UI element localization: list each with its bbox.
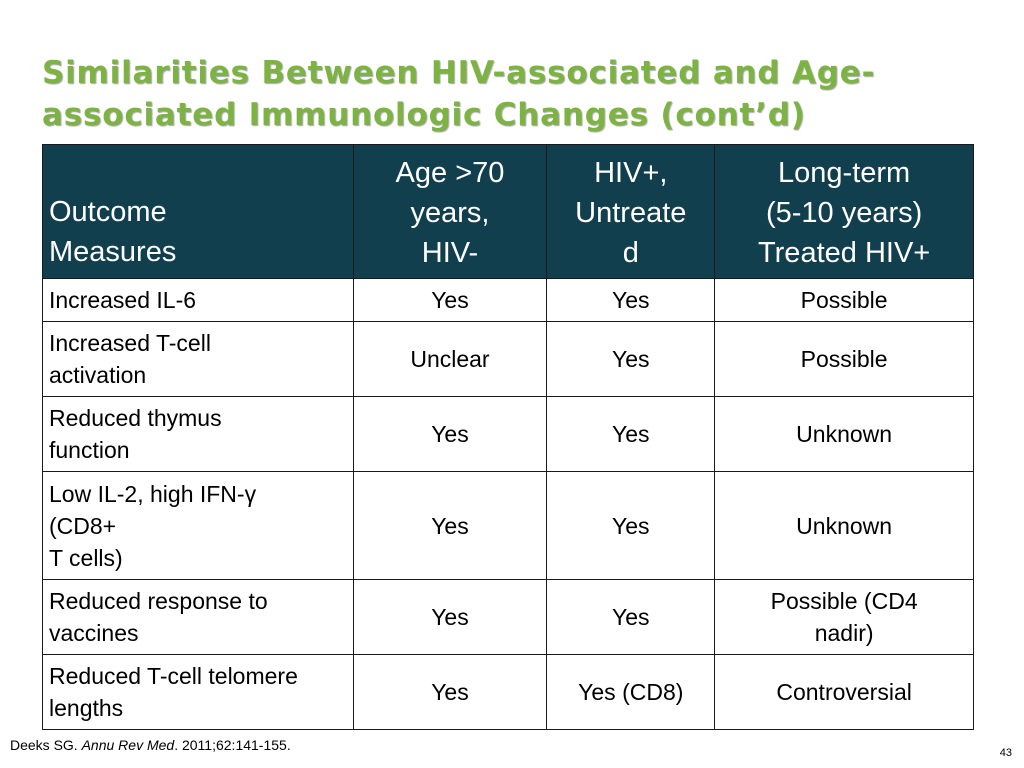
header-text-line: (5-10 years)	[765, 197, 923, 229]
header-text-line: d	[622, 237, 639, 269]
hiv-untreated-cell: Yes	[546, 321, 716, 397]
age70-cell: Yes	[352, 278, 548, 322]
citation: Deeks SG. Annu Rev Med. 2011;62:141-155.	[10, 737, 291, 753]
measure-text-line: Reduced T-cell telomere	[49, 663, 298, 689]
header-text-line: Untreate	[575, 197, 687, 229]
measure-text-line: Reduced thymus	[49, 405, 222, 431]
table-header-row: Outcome Measures Age >70 years, HIV- HIV…	[42, 144, 974, 279]
age70-cell: Yes	[352, 396, 548, 472]
long-term-text-line: Controversial	[776, 679, 912, 705]
measure-cell: Increased T-cell activation	[42, 321, 354, 397]
measure-text-line: Reduced response to	[49, 588, 268, 614]
table-row: Reduced response to vaccines Yes Yes Pos…	[42, 579, 974, 655]
header-text-line: Outcome	[49, 196, 167, 228]
measure-text-line: Increased T-cell	[49, 330, 211, 356]
long-term-text-line: Unknown	[796, 421, 893, 447]
table-body: Increased IL-6 Yes Yes Possible Increase…	[42, 278, 974, 730]
age70-cell: Yes	[352, 471, 548, 580]
hiv-untreated-cell: Yes (CD8)	[546, 654, 716, 730]
header-long-term-treated: Long-term (5-10 years) Treated HIV+	[714, 144, 974, 279]
long-term-text-line: Unknown	[796, 512, 893, 539]
header-age-over-70: Age >70 years, HIV-	[352, 144, 548, 279]
long-term-cell: Possible	[714, 278, 974, 322]
table-row: Increased IL-6 Yes Yes Possible	[42, 278, 974, 322]
table-row: Increased T-cell activation Unclear Yes …	[42, 321, 974, 397]
measure-text-line: Low IL-2, high IFN-γ	[49, 480, 257, 507]
age70-cell: Unclear	[352, 321, 548, 397]
measure-cell: Reduced thymus function	[42, 396, 354, 472]
header-text-line: years,	[410, 197, 490, 229]
table-header: Outcome Measures Age >70 years, HIV- HIV…	[42, 144, 974, 279]
slide-title: Similarities Between HIV-associated and …	[42, 52, 1002, 136]
long-term-cell: Unknown	[714, 471, 974, 580]
header-text-line: Measures	[49, 236, 177, 268]
long-term-cell: Possible (CD4 nadir)	[714, 579, 974, 655]
measure-text-line: (CD8+	[49, 512, 117, 539]
age70-cell: Yes	[352, 579, 548, 655]
measure-text-line: vaccines	[49, 620, 139, 646]
measure-text-line: lengths	[49, 695, 124, 721]
measure-cell: Low IL-2, high IFN-γ (CD8+ T cells)	[42, 471, 354, 580]
measure-cell: Reduced T-cell telomere lengths	[42, 654, 354, 730]
long-term-text-line: Possible (CD4	[770, 588, 918, 614]
long-term-cell: Possible	[714, 321, 974, 397]
hiv-untreated-cell: Yes	[546, 278, 716, 322]
hiv-untreated-cell: Yes	[546, 396, 716, 472]
slide-title-line-2: associated Immunologic Changes (cont’d)	[42, 97, 806, 133]
slide-title-line-1: Similarities Between HIV-associated and …	[42, 55, 876, 91]
long-term-text-line: Possible	[800, 346, 888, 372]
long-term-text-line: Possible	[800, 287, 888, 313]
header-text-line: Treated HIV+	[758, 237, 931, 269]
hiv-untreated-cell: Yes	[546, 471, 716, 580]
outcomes-table: Outcome Measures Age >70 years, HIV- HIV…	[42, 144, 974, 730]
measure-cell: Increased IL-6	[42, 278, 354, 322]
header-text-line: HIV+,	[594, 157, 668, 189]
measure-text-line: Increased IL-6	[49, 287, 197, 313]
measure-cell: Reduced response to vaccines	[42, 579, 354, 655]
header-outcome-measures: Outcome Measures	[42, 144, 354, 279]
table-row: Reduced thymus function Yes Yes Unknown	[42, 396, 974, 472]
header-text-line: Age >70	[395, 157, 505, 189]
page-number: 43	[999, 747, 1012, 759]
age70-cell: Yes	[352, 654, 548, 730]
table-row: Reduced T-cell telomere lengths Yes Yes …	[42, 654, 974, 730]
measure-text-line: T cells)	[49, 544, 123, 571]
header-text-line: HIV-	[421, 237, 479, 269]
long-term-cell: Controversial	[714, 654, 974, 730]
table-row: Low IL-2, high IFN-γ (CD8+ T cells) Yes …	[42, 471, 974, 580]
measure-text-line: function	[49, 437, 130, 463]
long-term-cell: Unknown	[714, 396, 974, 472]
citation-journal: Annu Rev Med	[81, 737, 175, 753]
citation-author: Deeks SG.	[10, 737, 82, 753]
measure-text-line: activation	[49, 362, 147, 388]
header-text-line: Long-term	[778, 157, 911, 189]
header-hiv-untreated: HIV+, Untreate d	[546, 144, 716, 279]
citation-details: . 2011;62:141-155.	[174, 737, 291, 753]
hiv-untreated-cell: Yes	[546, 579, 716, 655]
long-term-text-line: nadir)	[814, 620, 874, 646]
